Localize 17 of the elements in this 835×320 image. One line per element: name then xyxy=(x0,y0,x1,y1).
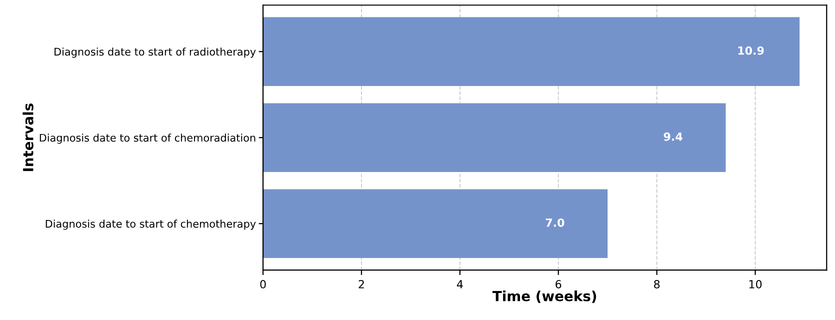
bar xyxy=(263,189,608,258)
x-tick-label: 2 xyxy=(358,280,364,288)
x-tick-label: 10 xyxy=(749,280,762,288)
y-tick-label: Diagnosis date to start of chemotherapy xyxy=(46,220,256,230)
x-tick-label: 0 xyxy=(260,280,266,288)
y-tick-label: Diagnosis date to start of chemoradiation xyxy=(40,134,256,144)
data-label: 9.4 xyxy=(664,132,682,141)
x-tick-label: 8 xyxy=(654,280,660,288)
y-tick-label: Diagnosis date to start of radiotherapy xyxy=(54,48,256,58)
x-tick-label: 6 xyxy=(556,280,562,288)
x-tick-label: 4 xyxy=(456,280,463,288)
bar xyxy=(263,17,800,86)
y-axis-title: Intervals xyxy=(22,104,34,172)
bar xyxy=(263,103,726,172)
x-axis-title: Time (weeks) xyxy=(492,290,596,303)
data-label: 10.9 xyxy=(738,46,764,55)
data-label: 7.0 xyxy=(546,218,564,227)
